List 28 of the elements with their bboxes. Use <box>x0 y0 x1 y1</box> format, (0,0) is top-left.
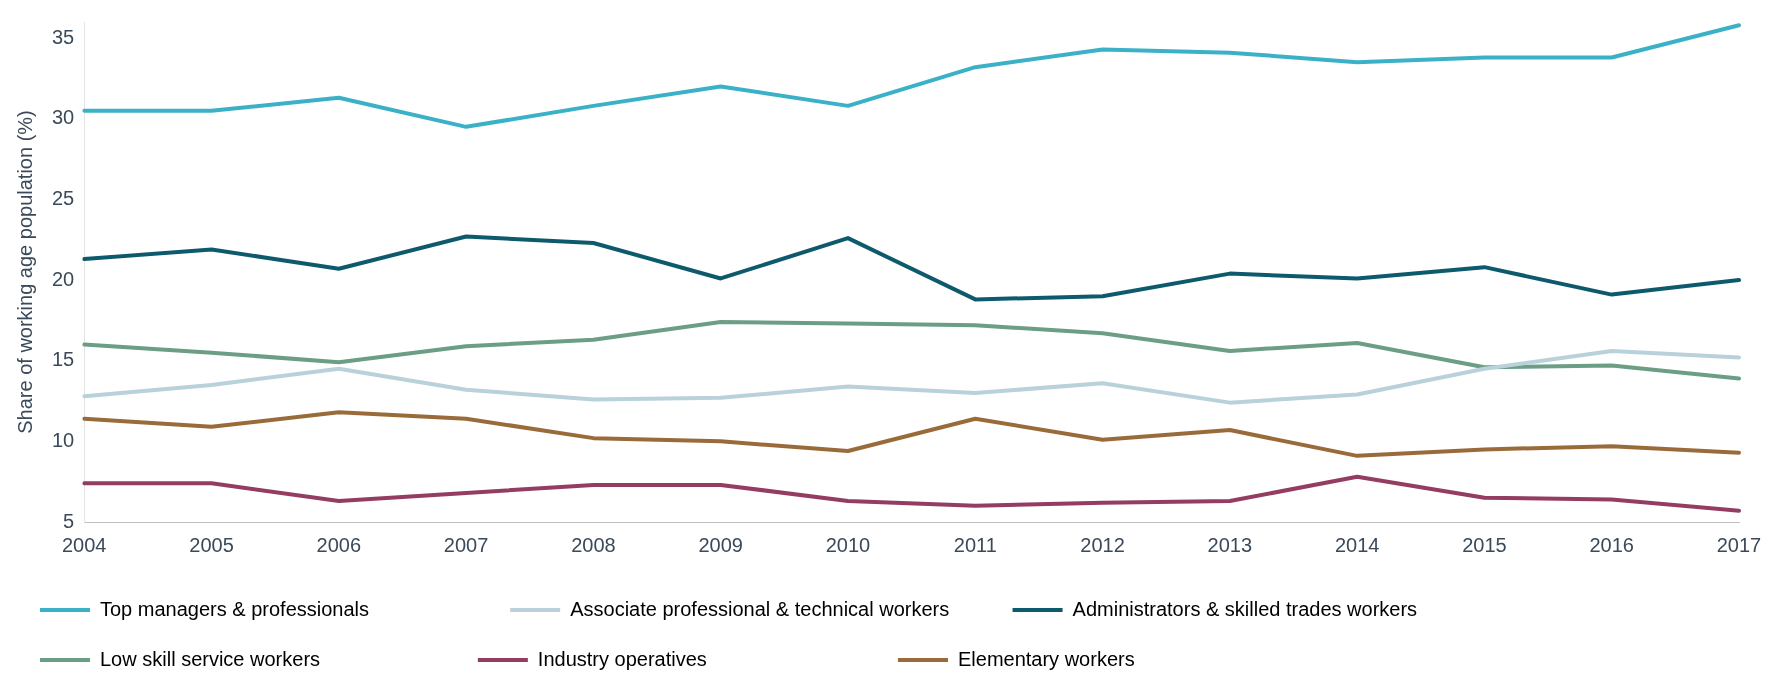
x-tick-label: 2007 <box>443 533 489 556</box>
legend-label: Elementary workers <box>957 647 1302 670</box>
legend-label: Low skill service workers <box>100 647 448 670</box>
y-tick-label: 5 <box>63 509 75 532</box>
x-tick-label: 2010 <box>825 533 871 556</box>
x-tick-label: 2004 <box>62 533 107 556</box>
x-tick-label: 2005 <box>189 533 234 556</box>
x-tick-label: 2013 <box>1207 533 1253 556</box>
legend-label: Administrators & skilled trades workers <box>1072 597 1468 620</box>
x-tick-label: 2012 <box>1080 533 1125 556</box>
y-tick-label: 20 <box>52 267 75 290</box>
legend-label: Top managers & professionals <box>100 597 481 620</box>
y-tick-label: 30 <box>52 106 75 129</box>
y-axis-title: Share of working age population (%) <box>13 110 36 434</box>
x-tick-label: 2006 <box>316 533 362 556</box>
y-tick-label: 25 <box>52 186 75 209</box>
x-tick-label: 2017 <box>1716 533 1762 556</box>
legend-label: Industry operatives <box>537 647 868 670</box>
y-tick-label: 10 <box>52 428 75 451</box>
y-tick-label: 35 <box>52 25 75 48</box>
x-tick-label: 2008 <box>571 533 616 556</box>
x-tick-label: 2009 <box>698 533 743 556</box>
y-tick-label: 15 <box>52 348 75 371</box>
x-tick-label: 2014 <box>1334 533 1380 556</box>
x-tick-label: 2011 <box>953 533 997 556</box>
x-tick-label: 2015 <box>1462 533 1507 556</box>
x-tick-label: 2016 <box>1589 533 1634 556</box>
legend-label: Associate professional & technical workers <box>570 597 983 620</box>
